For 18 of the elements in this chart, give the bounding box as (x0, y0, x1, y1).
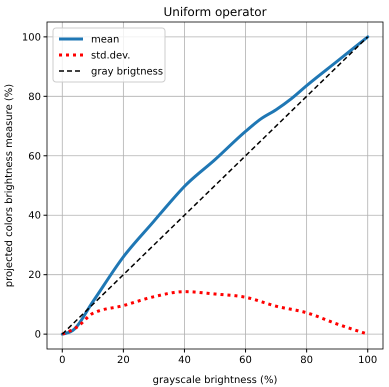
x-tick-label: 60 (239, 355, 252, 366)
x-axis-title: grayscale brightness (%) (152, 375, 278, 386)
legend-label: mean (91, 34, 120, 46)
x-tick-label: 20 (116, 355, 130, 366)
legend-label: std.dev. (91, 50, 130, 62)
x-tick-label: 40 (178, 355, 191, 366)
chart-title: Uniform operator (163, 5, 267, 19)
x-tick-label: 80 (300, 355, 314, 366)
y-tick-label: 80 (28, 92, 41, 103)
y-tick-label: 60 (28, 151, 41, 162)
y-tick-label: 20 (28, 270, 41, 282)
y-axis-title: projected colors brightness measure (%) (4, 84, 15, 288)
y-tick-label: 100 (22, 32, 41, 44)
y-tick-label: 40 (28, 210, 41, 222)
y-tick-label: 0 (34, 330, 41, 341)
legend-label: gray brigtness (91, 66, 164, 78)
x-tick-label: 100 (358, 355, 378, 366)
x-tick-label: 0 (59, 355, 66, 366)
